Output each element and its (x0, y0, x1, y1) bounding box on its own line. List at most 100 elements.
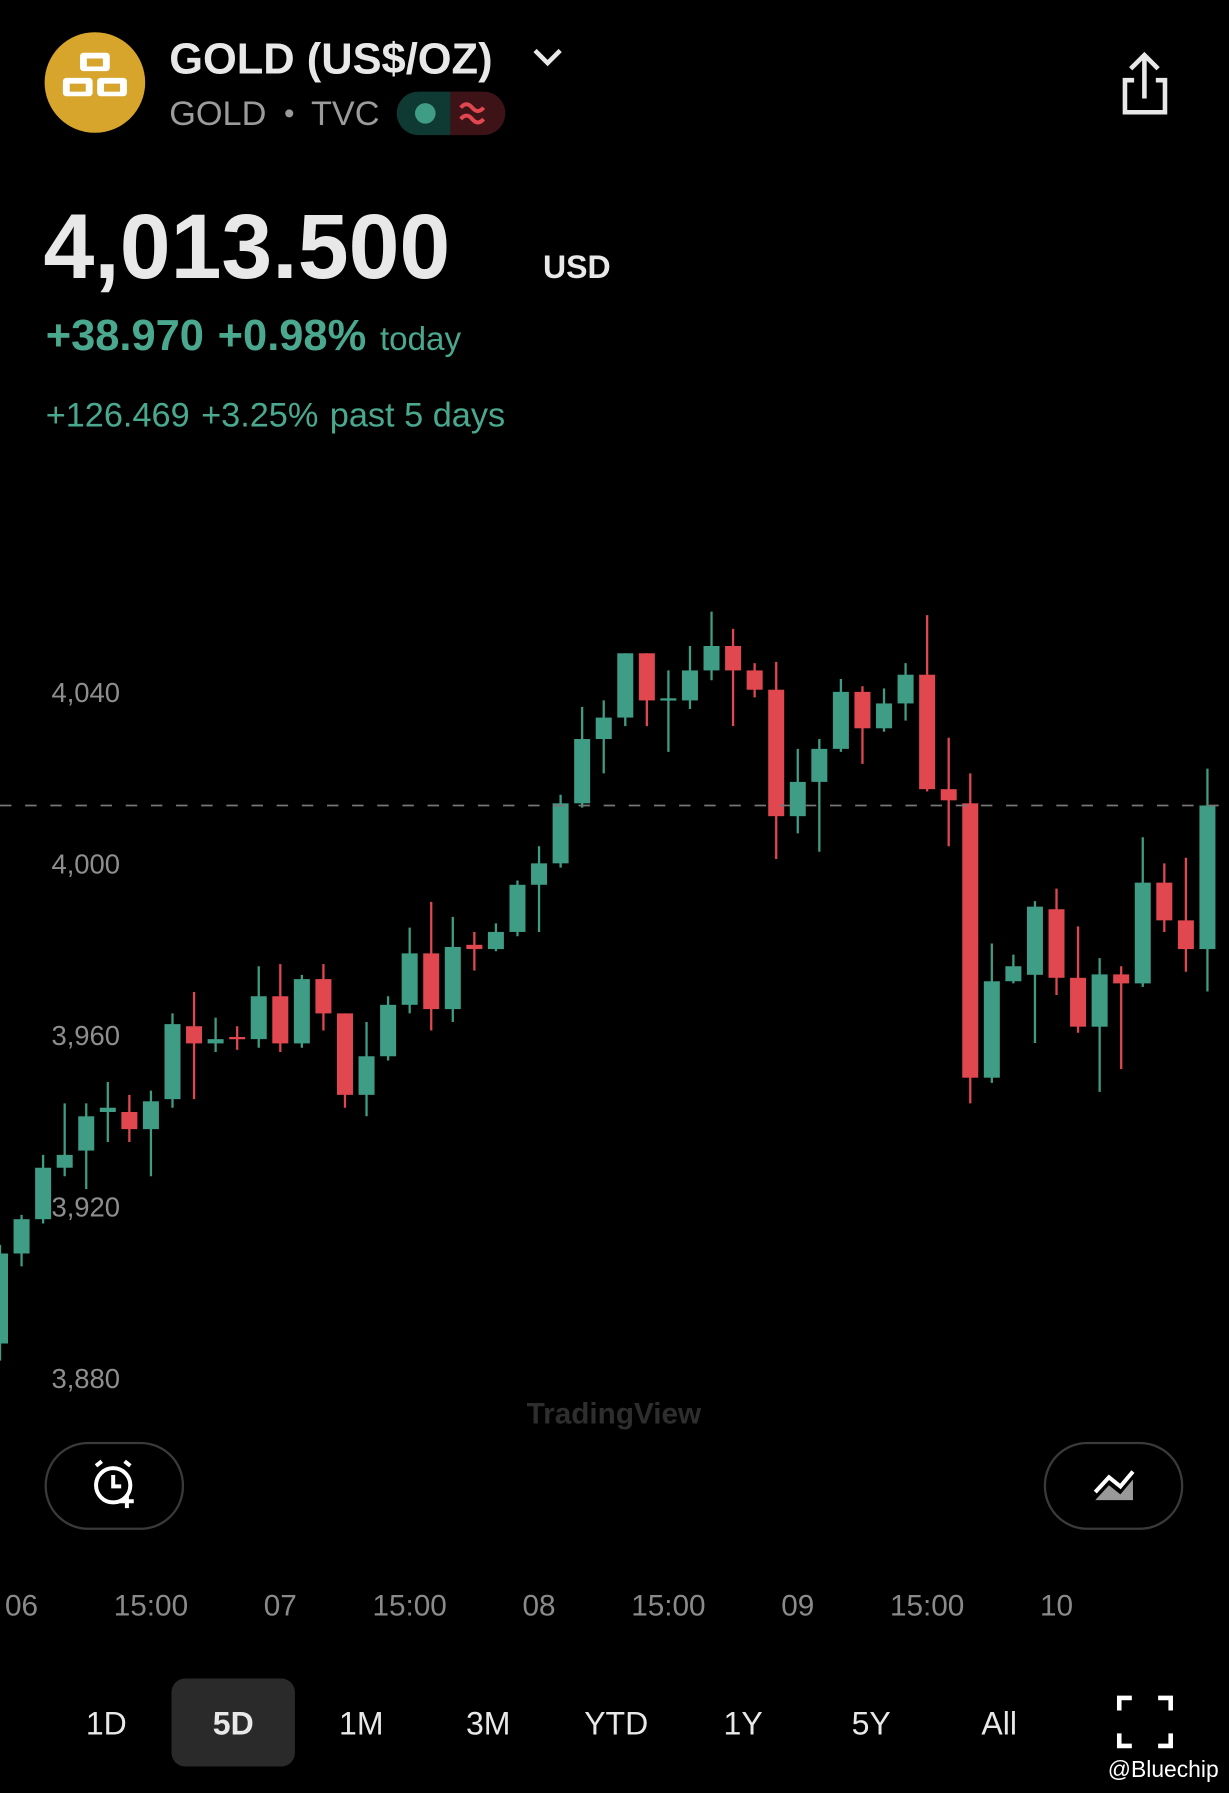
candle-body (186, 1026, 203, 1044)
timeframe-option[interactable]: 3M (466, 1706, 510, 1742)
x-tick-label: 09 (781, 1590, 814, 1623)
timeframe-option[interactable]: 1Y (724, 1706, 763, 1742)
candle-body (919, 674, 936, 790)
candle-body (832, 691, 849, 749)
indicator-button[interactable] (1043, 1441, 1184, 1530)
timeframe-bar: 1D 5D 1M 3M YTD 1Y 5Y All (86, 1678, 1017, 1767)
timeframe-selected (171, 1678, 295, 1767)
candle-body (940, 789, 957, 801)
candle-body (509, 884, 526, 932)
x-tick-label: 15:00 (372, 1590, 446, 1623)
candle-body (595, 717, 612, 740)
candle-body (531, 863, 548, 885)
candle-body (229, 1036, 246, 1040)
change: +38.970 (46, 312, 204, 360)
status-badge (396, 91, 506, 136)
candle-body (1177, 920, 1194, 950)
candle-body (617, 653, 634, 718)
change-period: today (380, 321, 462, 358)
daily-change: +38.970 +0.98% today (46, 312, 462, 360)
candle-body (207, 1039, 224, 1044)
candle-body (358, 1056, 375, 1095)
candle-body (35, 1167, 52, 1220)
timeframe-option[interactable]: 1M (339, 1706, 383, 1742)
symbol-dropdown[interactable] (533, 48, 562, 67)
x-tick-label: 06 (5, 1590, 38, 1623)
candle-body (380, 1004, 397, 1057)
x-tick-label: 07 (264, 1590, 297, 1623)
candle-body (1113, 974, 1130, 984)
price: 4,013.500 (43, 196, 450, 298)
x-tick-label: 15:00 (114, 1590, 188, 1623)
timeframe-option[interactable]: 5Y (852, 1706, 891, 1742)
watermark: TradingView (527, 1398, 702, 1431)
candle-body (164, 1024, 181, 1100)
candle-body (854, 691, 871, 729)
period-label: past 5 days (330, 397, 505, 435)
timeframe-option[interactable]: 5D (213, 1706, 254, 1742)
chart[interactable]: 3,880 3,920 3,960 4,000 4,040 06 15:00 07 15:00 0… (0, 611, 1229, 1623)
candle-body (0, 1253, 9, 1344)
candle-body (703, 645, 720, 671)
candle-body (983, 981, 1000, 1078)
candle-body (1026, 906, 1043, 975)
exchange: TVC (311, 95, 380, 133)
candle-body (78, 1116, 95, 1151)
symbol-title[interactable]: GOLD (US$/OZ) (169, 35, 492, 83)
candle-body (897, 674, 914, 704)
candle-body (768, 689, 785, 817)
candle-body (142, 1101, 159, 1130)
candle-body (444, 946, 461, 1010)
candle-body (1156, 882, 1173, 921)
period-change-value: +126.469 (46, 397, 190, 435)
candle-body (552, 803, 569, 864)
candle-body (681, 670, 698, 701)
candle-body (1199, 805, 1216, 950)
y-tick-label: 3,960 (51, 1020, 120, 1051)
separator-dot (285, 109, 294, 118)
candle-body (315, 979, 332, 1014)
candle-body (466, 944, 483, 950)
timeframe-option[interactable]: YTD (584, 1706, 648, 1742)
candle-body (638, 653, 655, 701)
candle-body (1048, 909, 1065, 978)
candle-body (401, 953, 418, 1005)
fullscreen-button[interactable] (1116, 1695, 1173, 1749)
currency: USD (543, 249, 611, 285)
candle-body (250, 996, 267, 1040)
y-tick-label: 4,040 (51, 677, 120, 708)
x-tick-label: 15:00 (890, 1590, 964, 1623)
candle-body (811, 748, 828, 782)
gold-logo (44, 32, 146, 133)
candle-body (1091, 974, 1108, 1027)
candle-body (336, 1013, 353, 1095)
x-tick-label: 10 (1040, 1590, 1073, 1623)
candle-body (962, 803, 979, 1078)
timeframe-option[interactable]: 1D (86, 1706, 127, 1742)
candle-body (56, 1154, 73, 1168)
candle-body (876, 703, 893, 729)
candle-body (121, 1112, 138, 1130)
candle-body (789, 781, 806, 817)
candle-body (293, 979, 310, 1044)
y-tick-label: 3,880 (51, 1363, 120, 1394)
period-change-percent: +3.25% (201, 397, 318, 435)
change-percent: +0.98% (218, 312, 367, 360)
candle-body (574, 739, 591, 804)
candle-body (423, 953, 440, 1010)
symbol: GOLD (169, 95, 266, 133)
candle-body (660, 698, 677, 701)
candle-body (1005, 966, 1022, 982)
candle-body (746, 670, 763, 690)
alert-button[interactable] (44, 1441, 185, 1530)
share-button[interactable] (1122, 51, 1168, 115)
credit: @Bluechip (1108, 1756, 1219, 1782)
period-change: +126.469 +3.25% past 5 days (46, 397, 505, 435)
candle-body (487, 931, 504, 950)
y-tick-label: 4,000 (51, 849, 120, 880)
timeframe-option[interactable]: All (981, 1706, 1017, 1742)
candle-body (1134, 882, 1151, 984)
